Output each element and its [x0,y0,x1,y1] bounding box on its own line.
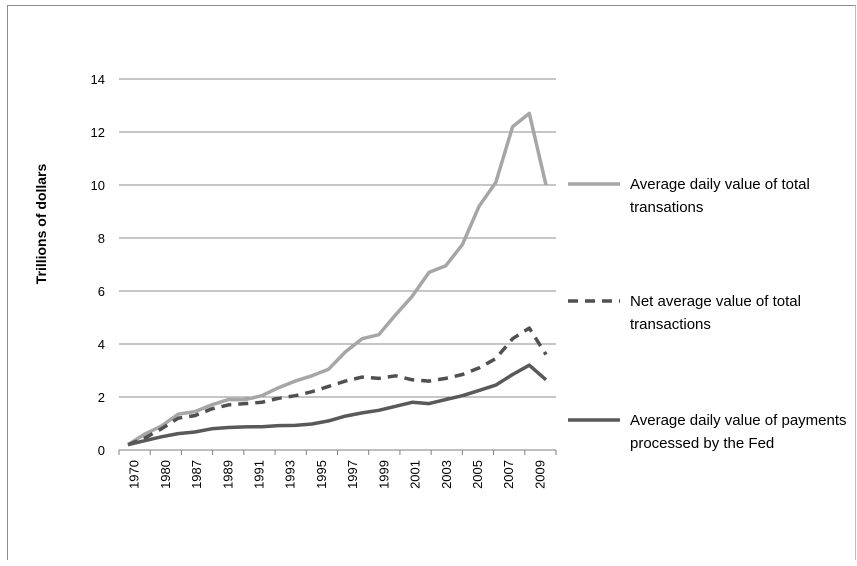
y-tick-label: 10 [91,178,105,193]
y-tick-label: 14 [91,72,105,87]
y-axis-title: Trillions of dollars [33,164,49,285]
x-tick-label: 2001 [408,460,423,489]
series-line-3 [128,365,546,445]
x-tick-label: 1980 [158,460,173,489]
x-tick-label: 1989 [220,460,235,489]
x-tick-label: 2005 [470,460,485,489]
chart-area: 0 2 4 6 8 10 12 14 1970 1980 1987 1989 1991 1993 1995 1… [7,5,856,560]
series-lines [128,113,546,444]
x-tick-label: 1993 [283,460,298,489]
gridlines [119,79,556,397]
y-tick-label: 12 [91,125,105,140]
x-tick-label: 1987 [189,460,204,489]
y-tick-label: 2 [98,390,105,405]
x-tick-label: 2009 [532,460,547,489]
x-tick-label: 1995 [314,460,329,489]
y-tick-label: 0 [98,443,105,458]
x-tick-label: 2007 [501,460,516,489]
y-tick-label: 4 [98,337,105,352]
x-tick-label: 1991 [251,460,266,489]
y-tick-label: 6 [98,284,105,299]
x-tick-label: 1999 [376,460,391,489]
line-chart: 0 2 4 6 8 10 12 14 1970 1980 1987 1989 1991 1993 1995 1… [8,6,857,561]
x-tick-label: 2003 [439,460,454,489]
x-tick-label: 1970 [127,460,142,489]
series-line-2 [128,328,546,445]
x-tick-label: 1997 [345,460,360,489]
y-tick-label: 8 [98,231,105,246]
series-line-1 [128,113,546,444]
